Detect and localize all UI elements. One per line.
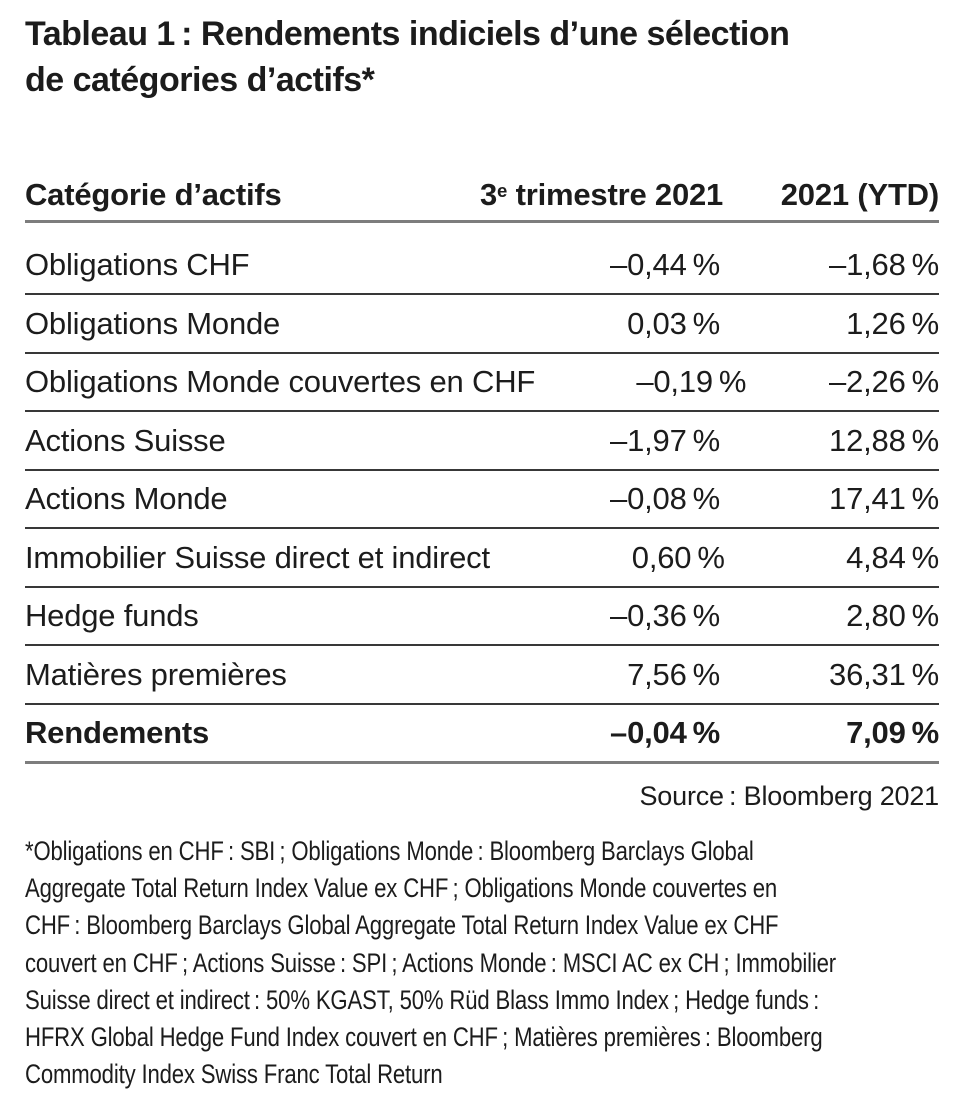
table-row-actions-suisse: Actions Suisse –1,97 % 12,88 % — [25, 412, 939, 471]
footnote-line: *Obligations en CHF : SBI ; Obligations … — [25, 836, 754, 866]
q3-value-cell: –1,97 % — [610, 422, 720, 458]
q3-value-cell: 0,03 % — [627, 305, 720, 341]
q3-value-cell: –0,08 % — [610, 481, 720, 516]
table-row-immobilier-suisse: Immobilier Suisse direct et indirect 0,6… — [25, 529, 939, 588]
footnote: *Obligations en CHF : SBI ; Obligations … — [25, 833, 952, 1093]
q3-value-cell: –0,19 % — [636, 364, 747, 399]
header-q3-text: trimestre 2021 — [507, 177, 724, 212]
ytd-value-cell: 4,84 % — [846, 539, 939, 575]
table-title-line1: Tableau 1 : Rendements indiciels d’une s… — [25, 15, 790, 53]
footnote-line: Suisse direct et indirect : 50% KGAST, 5… — [25, 984, 820, 1015]
q3-value-cell: 0,60 % — [631, 539, 725, 575]
category-cell: Actions Suisse — [25, 422, 226, 458]
category-cell: Hedge funds — [25, 598, 199, 633]
ytd-value-cell: 12,88 % — [829, 422, 939, 458]
header-q3-number: 3 — [480, 177, 498, 212]
table-title-line2: de catégories d’actifs* — [25, 61, 375, 99]
ytd-value-cell: 2,80 % — [846, 598, 939, 633]
table-row-obligations-monde-couvertes: Obligations Monde couvertes en CHF –0,19… — [25, 354, 939, 412]
ytd-value-cell: 1,26 % — [846, 305, 939, 341]
header-category: Catégorie d’actifs — [25, 177, 282, 212]
footnote-line: Commodity Index Swiss Franc Total Return — [25, 1059, 443, 1090]
category-cell: Obligations Monde couvertes en CHF — [25, 364, 536, 399]
q3-value-cell: 7,56 % — [627, 656, 720, 692]
ytd-value-cell: 7,09 % — [846, 714, 939, 750]
header-q3-2021: 3e trimestre 2021 — [480, 177, 724, 213]
table-row-obligations-chf: Obligations CHF –0,44 % –1,68 % — [25, 223, 939, 295]
ytd-value-cell: –2,26 % — [829, 364, 939, 399]
category-cell: Obligations Monde — [25, 305, 281, 341]
category-cell: Immobilier Suisse direct et indirect — [25, 539, 490, 575]
q3-value-cell: –0,36 % — [610, 598, 720, 633]
table-row-total-rendements: Rendements –0,04 % 7,09 % — [25, 705, 939, 764]
footnote-line: Aggregate Total Return Index Value ex CH… — [25, 873, 778, 904]
table-row-obligations-monde: Obligations Monde 0,03 % 1,26 % — [25, 295, 939, 354]
header-ytd-2021: 2021 (YTD) — [780, 177, 939, 212]
footnote-line: couvert en CHF ; Actions Suisse : SPI ; … — [25, 947, 836, 978]
q3-value-cell: –0,44 % — [610, 247, 720, 282]
table-row-actions-monde: Actions Monde –0,08 % 17,41 % — [25, 471, 939, 529]
table-title: Tableau 1 : Rendements indiciels d’une s… — [25, 11, 790, 103]
returns-table: Catégorie d’actifs 3e trimestre 2021 202… — [25, 170, 939, 764]
category-cell: Matières premières — [25, 656, 287, 692]
ytd-value-cell: 36,31 % — [829, 656, 939, 692]
category-cell: Obligations CHF — [25, 247, 250, 282]
table-row-hedge-funds: Hedge funds –0,36 % 2,80 % — [25, 588, 939, 646]
source-note: Source : Bloomberg 2021 — [639, 781, 940, 811]
header-q3-ordinal: e — [497, 179, 508, 201]
ytd-value-cell: 17,41 % — [829, 481, 939, 516]
table-header-row: Catégorie d’actifs 3e trimestre 2021 202… — [25, 170, 939, 223]
q3-value-cell: –0,04 % — [610, 714, 720, 750]
footnote-line: HFRX Global Hedge Fund Index couvert en … — [25, 1022, 823, 1053]
category-cell: Rendements — [25, 714, 210, 750]
table-row-matieres-premieres: Matières premières 7,56 % 36,31 % — [25, 646, 939, 705]
category-cell: Actions Monde — [25, 481, 228, 516]
footnote-line: CHF : Bloomberg Barclays Global Aggregat… — [25, 910, 779, 941]
ytd-value-cell: –1,68 % — [829, 247, 939, 282]
